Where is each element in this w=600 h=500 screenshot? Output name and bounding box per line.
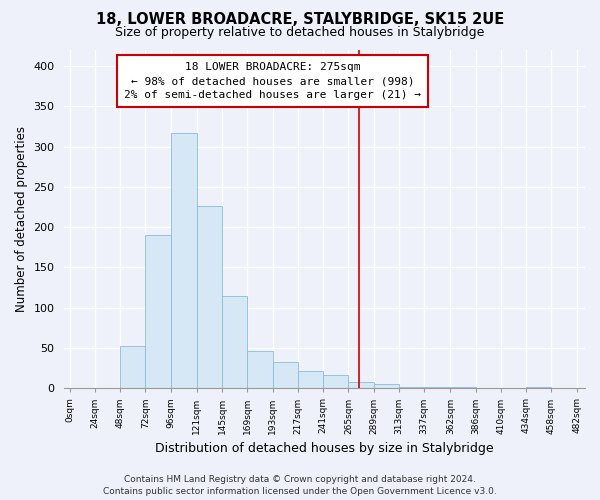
Bar (272, 362, 298, 388)
Text: 18 LOWER BROADACRE: 275sqm
← 98% of detached houses are smaller (998)
2% of semi: 18 LOWER BROADACRE: 275sqm ← 98% of deta… (124, 62, 421, 100)
Bar (399, 386, 424, 388)
Bar (323, 376, 349, 388)
Text: Contains HM Land Registry data © Crown copyright and database right 2024.
Contai: Contains HM Land Registry data © Crown c… (103, 474, 497, 496)
Bar (120, 346, 145, 389)
Bar (298, 372, 323, 388)
Bar (197, 206, 222, 388)
X-axis label: Distribution of detached houses by size in Stalybridge: Distribution of detached houses by size … (155, 442, 494, 455)
Bar (170, 133, 197, 388)
Bar (374, 384, 399, 388)
Bar (247, 351, 272, 389)
Bar (145, 235, 170, 388)
Text: Size of property relative to detached houses in Stalybridge: Size of property relative to detached ho… (115, 26, 485, 39)
Y-axis label: Number of detached properties: Number of detached properties (15, 126, 28, 312)
Text: 18, LOWER BROADACRE, STALYBRIDGE, SK15 2UE: 18, LOWER BROADACRE, STALYBRIDGE, SK15 2… (96, 12, 504, 28)
Bar (222, 296, 247, 388)
Bar (349, 382, 374, 388)
